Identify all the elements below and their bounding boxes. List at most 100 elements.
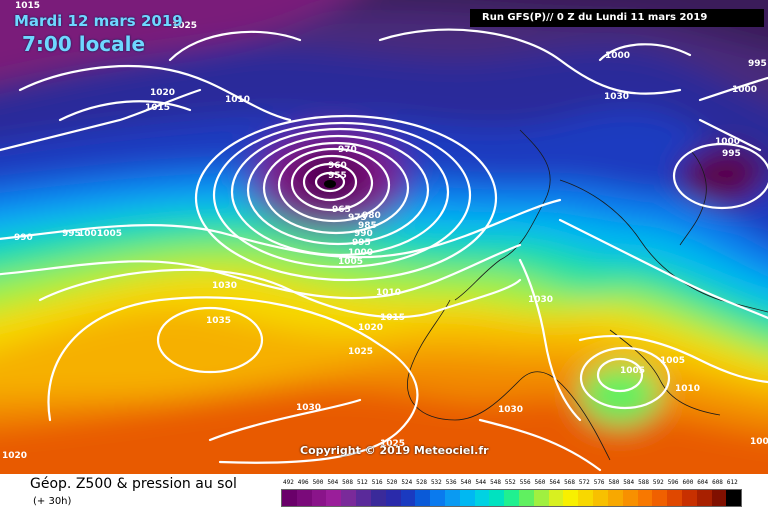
scale-swatch: [385, 490, 401, 506]
isobar-label: 1030: [528, 295, 553, 305]
scale-label: 588: [638, 479, 649, 486]
scale-label: 512: [356, 479, 368, 486]
isobar-lines: [0, 28, 768, 472]
scale-label: 496: [297, 479, 309, 486]
scale-label: 568: [564, 479, 575, 486]
scale-swatch: [726, 490, 742, 506]
scale-swatch: [326, 490, 342, 506]
scale-swatch: [311, 490, 327, 506]
isobar-label: 1015: [380, 313, 405, 323]
scale-swatch: [548, 490, 564, 506]
isobar-label: 1005: [97, 229, 122, 239]
scale-label: 564: [549, 479, 561, 486]
isobar-label: 1015: [145, 103, 170, 113]
scale-label: 556: [519, 479, 531, 486]
scale-swatch: [652, 490, 668, 506]
isobar-label: 1005: [620, 366, 645, 376]
scale-swatch: [415, 490, 431, 506]
scale-swatch: [563, 490, 579, 506]
scale-swatch: [296, 490, 312, 506]
scale-swatch: [400, 490, 416, 506]
isobar-label: 1035: [206, 316, 231, 326]
scale-swatch: [607, 490, 623, 506]
isobar-label: 970: [338, 145, 357, 155]
scale-label: 576: [593, 479, 605, 486]
scale-swatch: [519, 490, 534, 506]
isobar-label: 1025: [172, 21, 197, 31]
isobar-label: 985: [358, 221, 377, 231]
scale-label: 544: [475, 479, 487, 486]
scale-label: 604: [697, 479, 709, 486]
isobar-label: 990: [354, 229, 373, 239]
isobar-label: 1030: [498, 405, 523, 415]
scale-label: 540: [460, 479, 472, 486]
scale-label: 584: [623, 479, 635, 486]
scale-label: 524: [401, 479, 413, 486]
scale-swatch: [444, 490, 460, 506]
scale-swatch: [370, 490, 386, 506]
scale-swatch: [681, 490, 697, 506]
copyright-notice: Copyright © 2019 Meteociel.fr: [300, 444, 489, 457]
scale-swatch: [282, 490, 297, 506]
scale-label: 592: [652, 479, 664, 486]
scale-label: 580: [608, 479, 620, 486]
scale-swatch: [474, 490, 490, 506]
colour-scale-bar: [281, 489, 742, 507]
map-legend-title: Géop. Z500 & pression au sol: [30, 476, 237, 492]
scale-swatch: [533, 490, 549, 506]
scale-label: 600: [682, 479, 694, 486]
scale-label: 572: [578, 479, 590, 486]
isobar-label: 1015: [15, 1, 40, 11]
scale-swatch: [622, 490, 638, 506]
scale-label: 548: [490, 479, 501, 486]
forecast-offset: (+ 30h): [33, 496, 72, 507]
isobar-label: 1005: [338, 257, 363, 267]
isobar-label: 1025: [348, 347, 373, 357]
isobar-label: 995: [352, 238, 371, 248]
scale-label: 492: [282, 479, 294, 486]
scale-label: 560: [534, 479, 546, 486]
isobar-label: 1000: [348, 248, 373, 258]
forecast-time: 7:00 locale: [22, 32, 146, 56]
scale-swatch: [667, 490, 682, 506]
weather-map: 1025 1020 1015 1010 1015 1000 995 1000 9…: [0, 0, 768, 474]
scale-label: 528: [416, 479, 427, 486]
scale-label: 504: [327, 479, 339, 486]
isobar-label: 960: [328, 161, 347, 171]
isobar-label: 1010: [225, 95, 250, 105]
scale-label: 520: [386, 479, 398, 486]
scale-label: 500: [312, 479, 324, 486]
scale-swatch: [637, 490, 653, 506]
isobar-label: 980: [362, 211, 381, 221]
isobar-label: 995: [62, 229, 81, 239]
isobar-label: 995: [722, 149, 741, 159]
scale-label: 508: [342, 479, 353, 486]
isobar-label: 1030: [604, 92, 629, 102]
isobar-label: 1020: [358, 323, 383, 333]
geopotential-field: 1025 1020 1015 1010 1015 1000 995 1000 9…: [0, 0, 768, 474]
isobar-label: 1002: [750, 437, 768, 447]
scale-label: 596: [667, 479, 679, 486]
scale-swatch: [341, 490, 357, 506]
isobar-label: 1020: [150, 88, 175, 98]
scale-label: 552: [504, 479, 516, 486]
isobar-label: 1000: [605, 51, 630, 61]
isobar-label: 955: [328, 171, 347, 181]
isobar-label: 1010: [376, 288, 401, 298]
isobar-label: 1010: [675, 384, 700, 394]
isobar-label: 965: [332, 205, 351, 215]
colour-scale-labels: 492 496 500 504 508 512 516 520 524 528 532 536 540 5…: [281, 479, 761, 488]
isobar-label: 990: [14, 233, 33, 243]
scale-swatch: [696, 490, 712, 506]
scale-label: 516: [371, 479, 383, 486]
model-run-info: Run GFS(P)// 0 Z du Lundi 11 mars 2019: [470, 9, 764, 27]
low-pressure-centre: [324, 180, 336, 188]
scale-label: 608: [712, 479, 723, 486]
scale-swatch: [593, 490, 608, 506]
scale-swatch: [489, 490, 505, 506]
scale-swatch: [430, 490, 445, 506]
isobar-label: 975: [348, 213, 367, 223]
isobar-label: 1020: [2, 451, 27, 461]
isobar-label: 1000: [715, 137, 740, 147]
isobar-label: 1025: [380, 439, 405, 449]
